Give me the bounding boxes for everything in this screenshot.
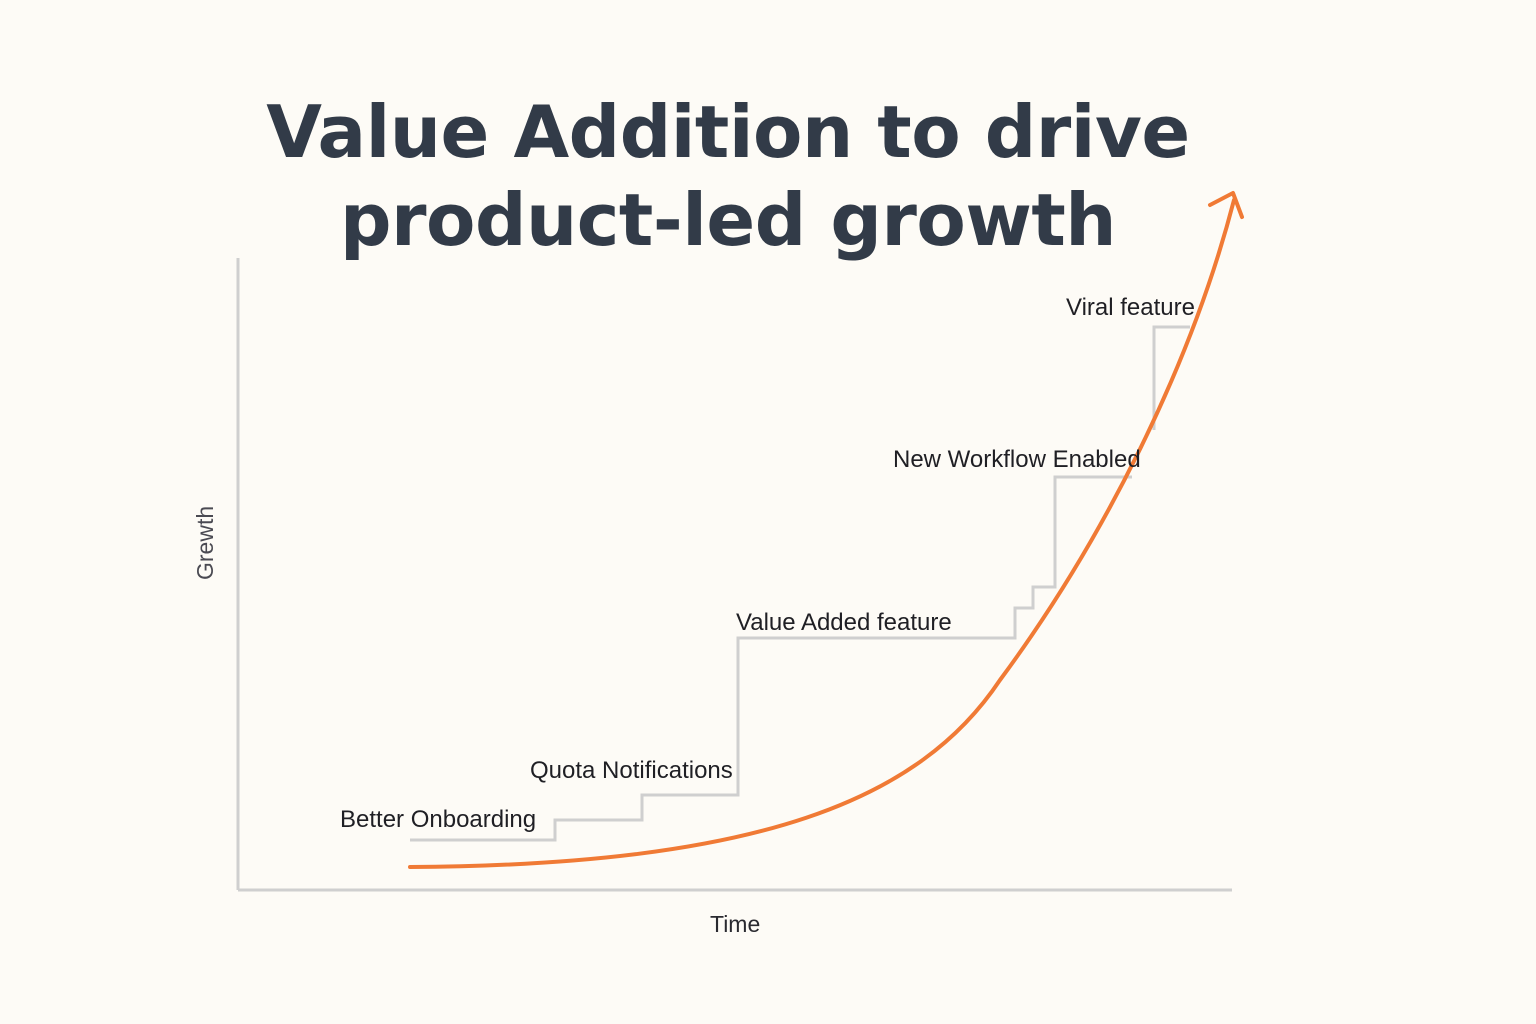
step-label-quota-notifications: Quota Notifications	[530, 757, 733, 784]
page-title: Value Addition to drive product-led grow…	[248, 88, 1208, 264]
step-label-better-onboarding: Better Onboarding	[340, 806, 537, 833]
growth-curve	[408, 198, 1236, 869]
step-staircase	[410, 475, 1132, 842]
arrowhead-icon	[1208, 191, 1244, 219]
step-label-new-workflow-enabled: New Workflow Enabled	[893, 446, 1141, 473]
x-axis-label: Time	[710, 911, 761, 937]
step-label-value-added-feature: Value Added feature	[736, 609, 952, 636]
title-line-1: Value Addition to drive	[266, 90, 1190, 174]
y-axis-label: Grewth	[192, 505, 218, 580]
step-label-viral-feature: Viral feature	[1066, 294, 1195, 321]
title-line-2: product-led growth	[339, 178, 1117, 262]
step-staircase-top	[1152, 325, 1190, 430]
